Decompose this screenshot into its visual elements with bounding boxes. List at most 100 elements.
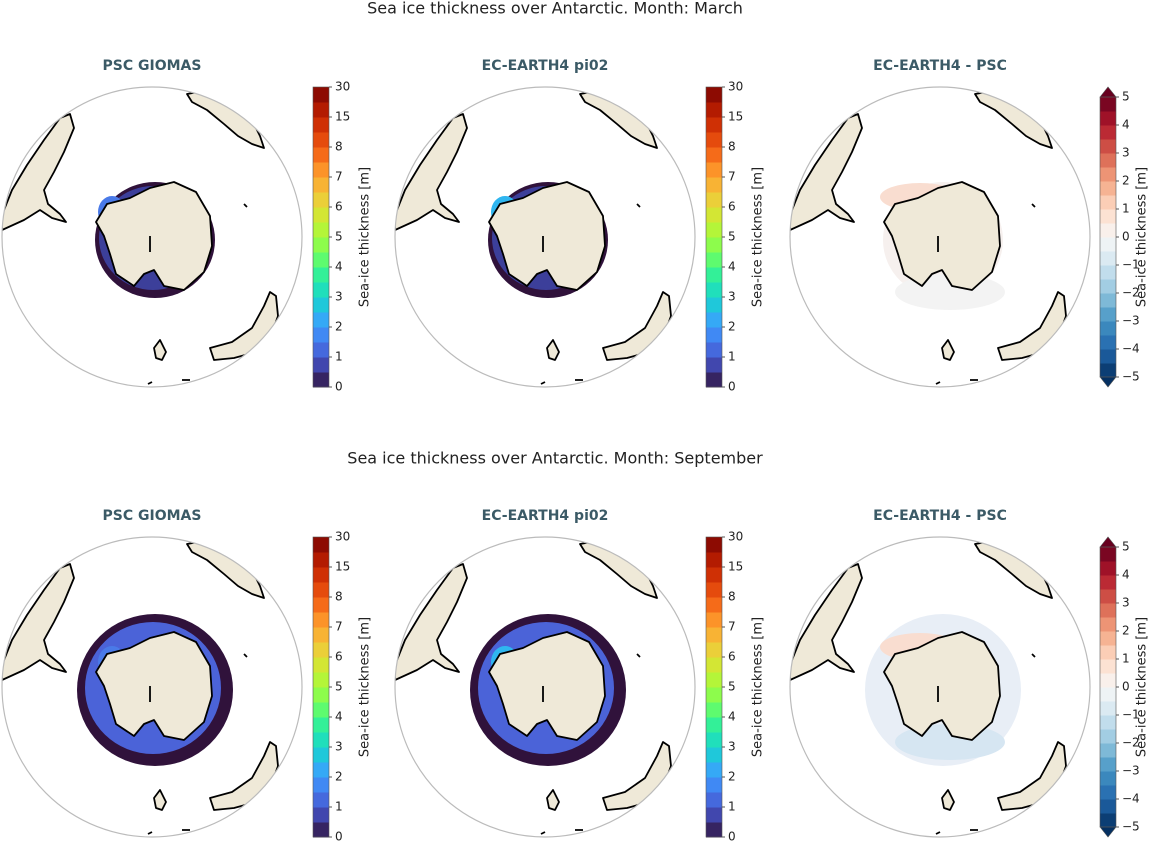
colorbar-band	[706, 537, 722, 553]
colorbar-band	[313, 642, 329, 658]
colorbar-tick-label: −4	[1122, 792, 1140, 806]
colorbar-tick-label: 1	[335, 350, 343, 364]
colorbar-band	[706, 102, 722, 118]
colorbar-band	[706, 807, 722, 823]
colorbar-band	[706, 552, 722, 568]
colorbar-band	[1100, 603, 1116, 618]
colorbar-band	[313, 597, 329, 613]
colorbar-band	[706, 372, 722, 388]
colorbar-tick-label: 0	[335, 830, 343, 844]
colorbar-band	[706, 582, 722, 598]
colorbar-band	[706, 777, 722, 793]
colorbar-label: Sea-ice thickness [m]	[358, 167, 373, 307]
map	[789, 536, 1091, 838]
map	[394, 536, 696, 838]
colorbar-tick-label: −3	[1122, 314, 1140, 328]
colorbar-band	[706, 717, 722, 733]
colorbar-band	[1100, 631, 1116, 646]
colorbar-band	[1100, 181, 1116, 196]
colorbar-band	[313, 147, 329, 163]
colorbar-band	[1100, 687, 1116, 702]
colorbar-band	[706, 627, 722, 643]
colorbar-band	[313, 537, 329, 553]
colorbar-band	[313, 372, 329, 388]
colorbar-band	[1100, 813, 1116, 828]
map-border	[789, 86, 1091, 388]
colorbar-label: Sea-ice thickness [m]	[1135, 617, 1150, 757]
colorbar-tick-label: 0	[1122, 230, 1130, 244]
colorbar-tick-label: 0	[728, 830, 736, 844]
colorbar-band	[1100, 757, 1116, 772]
colorbar-tick-label: 5	[728, 230, 736, 244]
colorbar-band	[1100, 251, 1116, 266]
colorbar-band	[706, 207, 722, 223]
colorbar-tick-label: 4	[335, 260, 343, 274]
colorbar-band	[313, 207, 329, 223]
colorbar-tick-label: 3	[728, 740, 736, 754]
colorbar-band	[706, 687, 722, 703]
colorbar-tick-label: 5	[335, 230, 343, 244]
colorbar-tick-label: −5	[1122, 820, 1140, 834]
colorbar-tick-label: 6	[335, 200, 343, 214]
colorbar-band	[706, 327, 722, 343]
colorbar-band	[706, 267, 722, 283]
panel-title: EC-EARTH4 pi02	[482, 58, 609, 74]
colorbar-band	[1100, 575, 1116, 590]
colorbar-band	[1100, 97, 1116, 112]
colorbar: 0 1 2 3 4 5 6 7 8 15 30 Sea-ice thickness [m]	[705, 80, 766, 394]
map	[1, 536, 303, 838]
colorbar-band	[313, 762, 329, 778]
colorbar-band	[706, 822, 722, 838]
colorbar-band	[706, 642, 722, 658]
colorbar-band	[1100, 139, 1116, 154]
colorbar-band	[1100, 265, 1116, 280]
map-content	[790, 539, 1067, 835]
colorbar-tick-label: 30	[335, 80, 350, 94]
colorbar-band	[313, 192, 329, 208]
colorbar-band	[706, 162, 722, 178]
colorbar-band	[1100, 195, 1116, 210]
map-border	[394, 536, 696, 838]
colorbar-band	[1100, 167, 1116, 182]
colorbar-band	[313, 282, 329, 298]
colorbar: 0 1 2 3 4 5 6 7 8 15 30 Sea-ice thickness [m]	[705, 530, 766, 844]
colorbar-band	[1100, 547, 1116, 562]
colorbar-band	[1100, 321, 1116, 336]
colorbar-tick-label: 3	[728, 290, 736, 304]
colorbar-band	[313, 327, 329, 343]
colorbar-band	[313, 702, 329, 718]
colorbar-tick-label: −2	[1122, 736, 1140, 750]
colorbar-band	[1100, 153, 1116, 168]
map-border	[1, 536, 303, 838]
row-title: Sea ice thickness over Antarctic. Month:…	[367, 0, 743, 18]
colorbar-tick-label: 5	[1122, 540, 1130, 554]
colorbar-band	[313, 822, 329, 838]
colorbar-tick-label: 1	[1122, 202, 1130, 216]
map	[1, 86, 303, 388]
colorbar-band	[313, 807, 329, 823]
map-content	[395, 539, 672, 835]
colorbar-label: Sea-ice thickness [m]	[751, 617, 766, 757]
colorbar-band	[706, 657, 722, 673]
colorbar-tick-label: −1	[1122, 258, 1140, 272]
colorbar-band	[1100, 729, 1116, 744]
colorbar-band	[313, 87, 329, 103]
colorbar-tick-label: 4	[1122, 118, 1130, 132]
colorbar-tick-label: 4	[335, 710, 343, 724]
colorbar-band	[1100, 223, 1116, 238]
colorbar-band	[1100, 279, 1116, 294]
map-border	[394, 86, 696, 388]
colorbar-tick-label: −5	[1122, 370, 1140, 384]
colorbar-tick-label: 8	[335, 140, 343, 154]
colorbar-tick-label: 2	[728, 320, 736, 334]
colorbar-band	[1100, 743, 1116, 758]
colorbar-band	[706, 147, 722, 163]
colorbar-band	[1100, 589, 1116, 604]
colorbar-tick-label: 5	[335, 680, 343, 694]
colorbar-band	[1100, 715, 1116, 730]
colorbar-band	[706, 357, 722, 373]
colorbar-band	[706, 87, 722, 103]
colorbar-tick-label: 30	[335, 530, 350, 544]
colorbar-band	[1100, 349, 1116, 364]
